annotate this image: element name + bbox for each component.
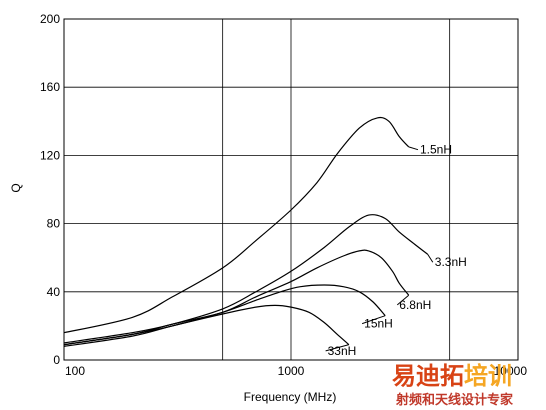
- series-line-1.5nH: [63, 116, 410, 334]
- plot-frame: [63, 18, 519, 361]
- watermark-main-text: 易迪拓培训: [392, 362, 512, 390]
- series-line-33nH: [63, 304, 350, 347]
- series-leader-line: [408, 146, 419, 151]
- series-label-3.3nH: 3.3nH: [435, 255, 467, 269]
- y-tick-label: 160: [40, 80, 60, 94]
- y-tick-label: 80: [47, 217, 61, 231]
- y-tick-labels: 0 40 80 120 160 200: [40, 12, 60, 367]
- series-leader-line: [427, 254, 434, 263]
- series-label-33nH: 33nH: [328, 344, 357, 358]
- grid-lines: [64, 19, 518, 360]
- x-tick-label: 1000: [278, 364, 305, 378]
- x-tick-label: 10000: [494, 364, 528, 378]
- series-label-6.8nH: 6.8nH: [399, 298, 431, 312]
- watermark-sub-text: 射频和天线设计专家: [395, 392, 514, 408]
- series-leader-line: [325, 344, 350, 352]
- watermark: 易迪拓培训 射频和天线设计专家: [392, 362, 514, 408]
- y-tick-label: 0: [53, 353, 60, 367]
- series-label-1.5nH: 1.5nH: [420, 143, 452, 157]
- series-line-6.8nH: [63, 249, 410, 346]
- x-tick-labels: 100 1000 10000: [65, 364, 527, 378]
- y-tick-label: 40: [47, 285, 61, 299]
- y-tick-label: 120: [40, 148, 60, 162]
- x-tick-label: 100: [65, 364, 85, 378]
- y-axis-title: Q: [9, 183, 23, 192]
- series-labels: 1.5nH 3.3nH 6.8nH 15nH 33nH: [328, 143, 467, 358]
- x-axis-title: Frequency (MHz): [244, 390, 337, 404]
- y-tick-label: 200: [40, 12, 60, 26]
- series-leader-line: [396, 294, 410, 306]
- series-lines: [63, 116, 434, 352]
- series-leader-line: [361, 315, 386, 325]
- series-label-15nH: 15nH: [364, 317, 393, 331]
